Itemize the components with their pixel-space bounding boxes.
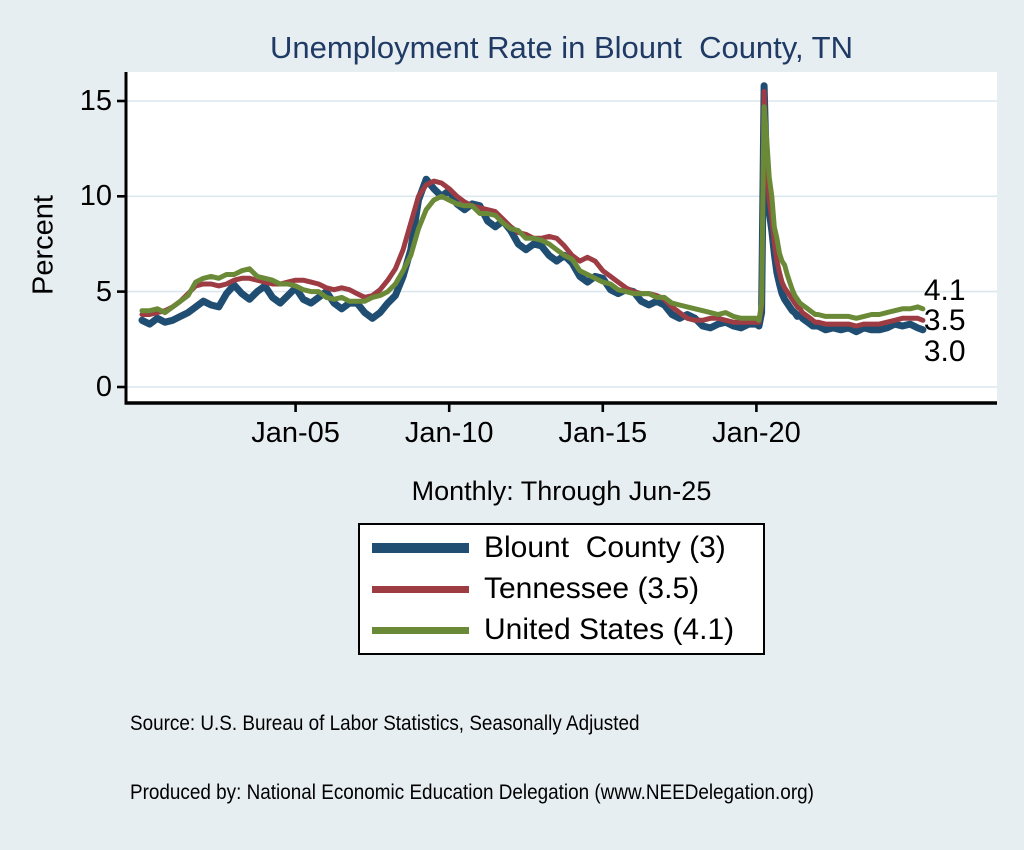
y-tick-label: 15 — [79, 84, 112, 117]
legend-item-label: United States (4.1) — [484, 613, 735, 646]
x-tick-label: Jan-05 — [251, 417, 340, 449]
produced-by-line: Produced by: National Economic Education… — [130, 781, 814, 804]
x-tick-label: Jan-20 — [712, 417, 801, 449]
y-axis-label: Percent — [27, 195, 60, 295]
legend: Blount County (3) Tennessee (3.5) United S… — [358, 523, 765, 655]
series-line-2 — [139, 104, 926, 323]
legend-item: Blount County (3) — [372, 530, 763, 566]
legend-item-label: Blount County (3) — [484, 531, 726, 564]
legend-line-swatch — [372, 626, 469, 634]
series-line-1 — [139, 88, 926, 329]
legend-item: United States (4.1) — [372, 612, 763, 648]
y-tick-label: 5 — [95, 275, 112, 308]
legend-item: Tennessee (3.5) — [372, 571, 763, 607]
legend-line-swatch — [372, 543, 469, 553]
y-tick-label: 10 — [79, 180, 112, 213]
x-tick-label: Jan-15 — [558, 417, 648, 449]
series-end-label: 3.5 — [923, 304, 966, 338]
x-tick-label: Jan-10 — [404, 417, 494, 449]
series-end-label: 4.1 — [923, 273, 966, 307]
legend-line-swatch — [372, 585, 469, 593]
plot-area — [117, 72, 997, 412]
series-line-0 — [138, 82, 927, 336]
y-tick-label: 0 — [95, 370, 112, 403]
footnote: Source: U.S. Bureau of Labor Statistics,… — [130, 666, 814, 850]
chart-subtitle: Monthly: Through Jun-25 — [411, 476, 712, 506]
series-end-label: 3.0 — [923, 334, 966, 368]
legend-item-label: Tennessee (3.5) — [484, 572, 700, 605]
source-line: Source: U.S. Bureau of Labor Statistics,… — [130, 712, 640, 735]
chart-title: Unemployment Rate in Blount County, TN — [270, 30, 853, 65]
plot-svg — [117, 72, 997, 412]
